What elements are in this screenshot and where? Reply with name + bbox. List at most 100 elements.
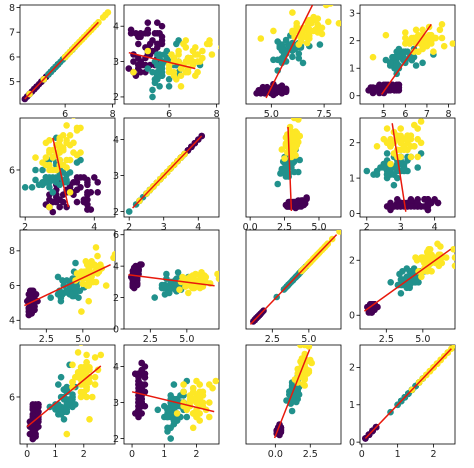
data-point-class-0 xyxy=(263,83,271,91)
data-point-class-2 xyxy=(102,282,110,289)
data-point-class-0 xyxy=(376,81,383,89)
data-point-class-2 xyxy=(293,20,301,27)
data-point-class-2 xyxy=(192,51,199,58)
data-point-class-1 xyxy=(67,291,75,298)
y-tick-label: 6 xyxy=(9,392,15,403)
y-tick-label: 6 xyxy=(9,165,15,176)
data-point-class-1 xyxy=(149,93,156,101)
subplot-r2-c2: 2.5 5.0 xyxy=(245,229,342,345)
data-point-class-0 xyxy=(32,430,39,438)
data-point-class-1 xyxy=(164,289,172,297)
data-point-class-1 xyxy=(49,176,57,184)
data-point-class-2 xyxy=(432,34,439,42)
data-point-class-2 xyxy=(199,54,206,62)
data-point-class-0 xyxy=(141,388,149,396)
data-point-class-2 xyxy=(430,48,437,55)
data-point-class-0 xyxy=(253,90,260,97)
data-point-class-2 xyxy=(449,40,455,47)
data-point-class-1 xyxy=(173,40,180,48)
data-point-class-2 xyxy=(170,72,178,79)
data-point-class-2 xyxy=(176,286,183,294)
regression-line xyxy=(380,23,432,95)
data-point-class-2 xyxy=(83,359,90,366)
data-point-class-1 xyxy=(285,170,293,177)
y-tick-label: 1 xyxy=(349,173,355,184)
data-point-class-0 xyxy=(428,199,435,207)
data-point-class-2 xyxy=(74,349,82,356)
data-point-class-2 xyxy=(369,53,377,61)
subplot-r3-c0: 0 1 2 6 xyxy=(9,344,116,460)
data-point-class-1 xyxy=(42,174,50,181)
y-tick-label: 2 xyxy=(349,36,355,47)
data-point-class-1 xyxy=(299,59,307,67)
data-point-class-1 xyxy=(63,401,71,408)
y-tick-label: 4 xyxy=(9,316,15,327)
data-point-class-2 xyxy=(180,388,187,396)
y-tick-label: 2 xyxy=(349,138,355,149)
data-point-class-1 xyxy=(395,45,403,53)
data-point-class-2 xyxy=(110,254,115,262)
y-tick-label: 0 xyxy=(349,209,355,220)
data-point-class-2 xyxy=(387,143,394,150)
data-point-class-2 xyxy=(318,24,326,32)
data-point-class-1 xyxy=(390,171,398,178)
data-point-class-0 xyxy=(84,176,91,184)
data-point-class-2 xyxy=(289,27,296,35)
data-point-class-1 xyxy=(73,282,81,289)
data-point-class-1 xyxy=(403,265,411,272)
data-point-class-0 xyxy=(138,395,145,403)
data-point-class-2 xyxy=(397,132,405,139)
data-point-class-1 xyxy=(399,51,407,58)
data-point-class-0 xyxy=(297,197,305,204)
data-point-class-2 xyxy=(336,230,341,235)
data-point-class-2 xyxy=(46,137,53,144)
data-point-class-0 xyxy=(276,88,284,96)
data-point-class-0 xyxy=(158,40,166,48)
x-tick-label: 1 xyxy=(395,449,401,460)
data-point-class-2 xyxy=(419,42,426,50)
y-tick-label: 3 xyxy=(113,398,119,409)
data-point-class-2 xyxy=(297,38,305,45)
data-point-class-0 xyxy=(87,206,95,213)
data-point-class-0 xyxy=(94,179,101,186)
data-point-class-2 xyxy=(306,29,313,36)
subplot-r2-c3: 2.5 5.0 0 2 xyxy=(349,229,456,345)
data-point-class-1 xyxy=(156,83,163,90)
data-point-class-0 xyxy=(365,87,372,94)
data-point-class-1 xyxy=(296,156,304,164)
data-point-class-2 xyxy=(91,381,99,388)
y-tick-label: 1 xyxy=(349,64,355,75)
regression-line xyxy=(364,348,452,439)
data-point-class-1 xyxy=(373,167,381,175)
data-point-class-0 xyxy=(84,181,91,189)
data-point-class-2 xyxy=(89,393,96,401)
data-point-class-2 xyxy=(83,351,90,359)
data-point-class-0 xyxy=(424,206,432,214)
data-point-class-2 xyxy=(69,378,76,386)
data-point-class-2 xyxy=(185,289,192,297)
y-tick-label: 8 xyxy=(9,3,15,14)
data-point-class-2 xyxy=(59,146,67,154)
data-point-class-2 xyxy=(69,361,76,369)
data-point-class-2 xyxy=(402,29,409,36)
data-point-class-0 xyxy=(49,208,57,216)
data-point-class-2 xyxy=(382,31,390,39)
data-point-class-0 xyxy=(368,309,376,316)
data-point-class-1 xyxy=(387,279,395,286)
data-point-class-2 xyxy=(193,399,200,406)
data-point-class-2 xyxy=(290,143,298,150)
data-point-class-2 xyxy=(212,377,219,385)
data-point-class-2 xyxy=(335,20,341,27)
y-tick-label: 4 xyxy=(113,261,119,272)
data-point-class-0 xyxy=(135,40,142,48)
data-point-class-2 xyxy=(194,68,201,76)
x-tick-label: 5.0 xyxy=(179,334,194,345)
x-tick-label: 6 xyxy=(402,109,408,120)
data-point-class-1 xyxy=(414,164,422,171)
data-point-class-1 xyxy=(270,56,277,64)
data-point-class-2 xyxy=(192,44,199,51)
data-point-class-0 xyxy=(56,203,63,211)
y-tick-label: 7 xyxy=(9,28,15,39)
x-tick-label: 0 xyxy=(24,449,30,460)
data-point-class-2 xyxy=(80,388,88,396)
